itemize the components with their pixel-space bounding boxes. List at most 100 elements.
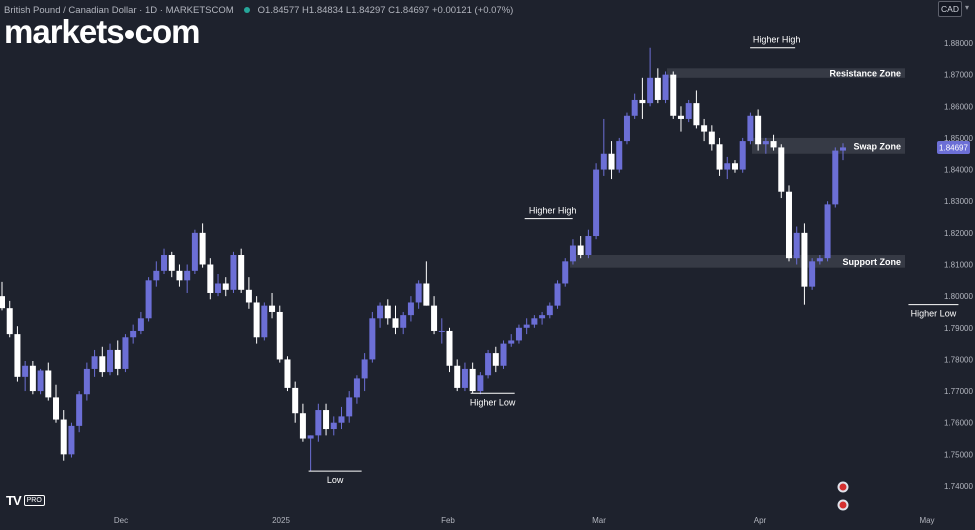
symbol-title[interactable]: British Pound / Canadian Dollar · 1D · M… — [4, 4, 234, 16]
candle-body — [685, 103, 692, 119]
candle-body — [438, 330, 445, 332]
candle-body — [261, 305, 268, 338]
candle-body — [824, 204, 831, 259]
candle-body — [670, 74, 677, 116]
candle-body — [238, 255, 245, 290]
candle-body — [407, 302, 414, 316]
annotation-label: Higher Low — [911, 309, 957, 319]
pro-badge: PRO — [23, 495, 45, 506]
y-tick-label: 1.74000 — [944, 482, 973, 491]
candle-body — [585, 236, 592, 256]
y-tick-label: 1.83000 — [944, 197, 973, 206]
candle-body — [647, 77, 654, 104]
candle-body — [0, 296, 5, 309]
market-status-dot — [243, 7, 250, 13]
candle-body — [562, 261, 569, 284]
candle-body — [207, 264, 214, 293]
x-tick-label: May — [919, 516, 934, 525]
candle-body — [353, 378, 360, 398]
candle-body — [245, 289, 252, 303]
x-tick-label: Feb — [441, 516, 455, 525]
currency-button[interactable]: CAD — [938, 1, 962, 17]
current-price-label: 1.84697 — [939, 144, 968, 153]
candle-body — [600, 153, 607, 170]
candle-body — [616, 141, 623, 170]
candle-body — [230, 255, 237, 290]
candle-body — [654, 77, 661, 100]
zone-label: Resistance Zone — [829, 69, 901, 79]
candle-body — [708, 131, 715, 145]
candle-body — [739, 141, 746, 170]
candle-body — [338, 416, 345, 423]
candle-body — [500, 343, 507, 366]
x-tick-label: Apr — [754, 516, 767, 525]
candle-body — [323, 410, 330, 430]
candle-body — [215, 283, 222, 293]
candle-body — [346, 397, 353, 417]
candle-body — [631, 99, 638, 116]
candle-body — [145, 280, 152, 319]
candle-body — [415, 283, 422, 303]
canada-flag-icon-inner — [839, 501, 847, 509]
candle-body — [608, 153, 615, 170]
tradingview-logo[interactable]: TV PRO — [6, 493, 45, 508]
candle-body — [747, 115, 754, 142]
candle-body — [83, 368, 90, 395]
candle-body — [122, 337, 129, 369]
candle-body — [114, 349, 121, 369]
candle-body — [299, 413, 306, 439]
candle-body — [492, 353, 499, 366]
candle-body — [639, 99, 646, 104]
candle-body — [130, 330, 137, 338]
zone-label: Swap Zone — [853, 141, 901, 151]
candle-body — [477, 375, 484, 392]
candle-body — [546, 305, 553, 316]
candle-body — [276, 311, 283, 360]
y-tick-label: 1.76000 — [944, 419, 973, 428]
candle-body — [184, 270, 191, 281]
candle-body — [531, 318, 538, 325]
y-tick-label: 1.82000 — [944, 229, 973, 238]
x-tick-label: Dec — [114, 516, 128, 525]
y-tick-label: 1.78000 — [944, 355, 973, 364]
candle-body — [755, 115, 762, 145]
candle-body — [762, 141, 769, 145]
annotation-label: Low — [327, 475, 344, 485]
y-tick-label: 1.84000 — [944, 166, 973, 175]
candle-body — [816, 258, 823, 262]
candle-body — [677, 115, 684, 119]
candle-body — [307, 435, 314, 439]
chevron-down-icon[interactable]: ▾ — [965, 3, 970, 12]
candle-body — [222, 283, 229, 290]
candle-body — [330, 422, 337, 430]
candle-body — [809, 261, 816, 287]
candle-body — [284, 359, 291, 388]
candle-body — [137, 318, 144, 331]
candle-body — [577, 245, 584, 256]
candle-body — [60, 419, 67, 455]
x-tick-label: 2025 — [272, 516, 290, 525]
candle-body — [168, 255, 175, 271]
candle-body — [22, 365, 29, 377]
annotation-label: Higher High — [529, 206, 577, 216]
zone-band — [667, 68, 905, 78]
candle-body — [176, 270, 183, 281]
candle-body — [68, 425, 75, 455]
candle-body — [554, 283, 561, 306]
candle-body — [191, 232, 198, 271]
zone-label: Support Zone — [843, 257, 902, 267]
candle-body — [469, 368, 476, 392]
tradingview-mark: TV — [6, 493, 22, 508]
y-tick-label: 1.77000 — [944, 387, 973, 396]
candle-body — [778, 147, 785, 192]
candle-body — [199, 232, 206, 265]
x-tick-label: Mar — [592, 516, 606, 525]
candle-body — [292, 387, 299, 414]
candle-body — [785, 191, 792, 259]
brand-logo: markets com — [4, 13, 200, 50]
candle-body — [623, 115, 630, 142]
candle-body — [454, 365, 461, 388]
candle-body — [107, 349, 114, 373]
